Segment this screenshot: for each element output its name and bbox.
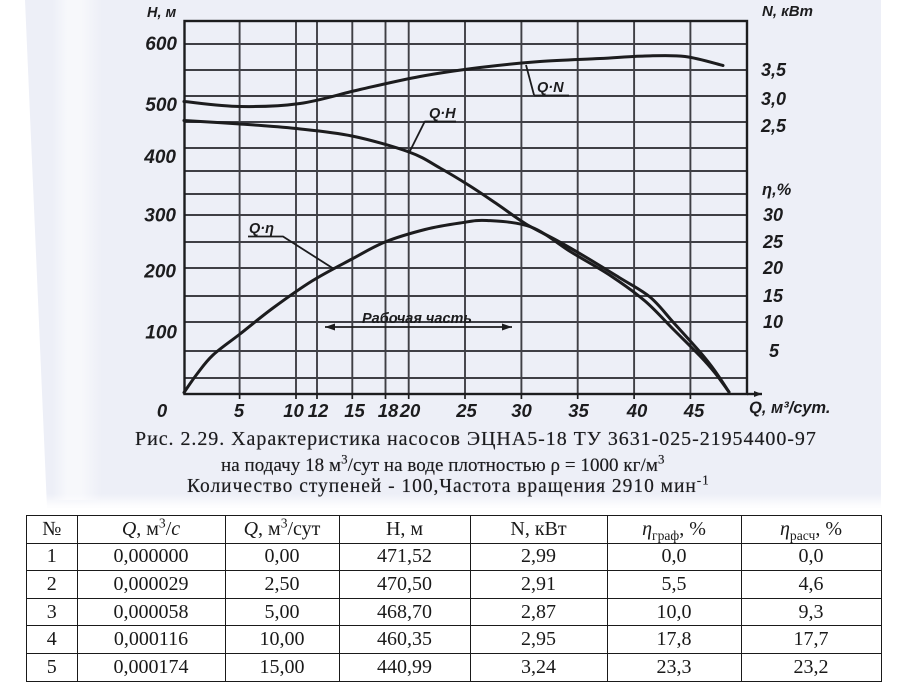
svg-text:300: 300 — [144, 206, 176, 227]
svg-text:5: 5 — [769, 341, 780, 361]
svg-text:200: 200 — [143, 262, 176, 283]
svg-text:30: 30 — [763, 205, 783, 225]
svg-text:25: 25 — [455, 400, 477, 421]
svg-text:3,0: 3,0 — [761, 89, 786, 109]
svg-text:15: 15 — [763, 286, 784, 306]
svg-text:10: 10 — [283, 400, 304, 421]
svg-text:40: 40 — [626, 400, 648, 421]
svg-text:25: 25 — [762, 232, 784, 252]
svg-text:Q, м³/сут.: Q, м³/сут. — [749, 399, 830, 417]
svg-text:3,5: 3,5 — [761, 60, 787, 80]
svg-text:0: 0 — [157, 400, 168, 421]
svg-text:15: 15 — [344, 400, 365, 421]
svg-text:35: 35 — [568, 400, 589, 421]
svg-text:2,5: 2,5 — [760, 116, 787, 136]
svg-text:Q·N: Q·N — [537, 80, 564, 96]
svg-text:600: 600 — [145, 34, 177, 55]
svg-text:Q·H: Q·H — [429, 106, 456, 122]
svg-text:500: 500 — [145, 95, 177, 116]
svg-text:η,%: η,% — [762, 181, 792, 199]
svg-text:Q·η: Q·η — [249, 221, 274, 237]
svg-text:20: 20 — [762, 258, 783, 278]
svg-text:N, кВт: N, кВт — [762, 3, 813, 20]
svg-text:30: 30 — [511, 400, 532, 421]
svg-text:5: 5 — [234, 400, 245, 421]
svg-text:45: 45 — [683, 400, 705, 421]
svg-text:400: 400 — [143, 147, 176, 168]
svg-text:20: 20 — [399, 400, 421, 421]
svg-text:10: 10 — [763, 312, 783, 332]
svg-text:Рабочая часть: Рабочая часть — [362, 311, 472, 327]
svg-text:12: 12 — [308, 400, 329, 421]
svg-text:100: 100 — [145, 323, 177, 344]
svg-text:18: 18 — [378, 400, 399, 421]
svg-text:Н, м: Н, м — [147, 5, 177, 21]
